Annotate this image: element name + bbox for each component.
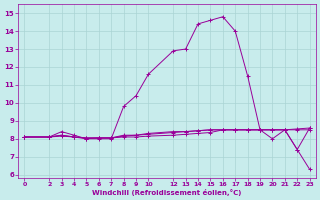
X-axis label: Windchill (Refroidissement éolien,°C): Windchill (Refroidissement éolien,°C) <box>92 189 242 196</box>
